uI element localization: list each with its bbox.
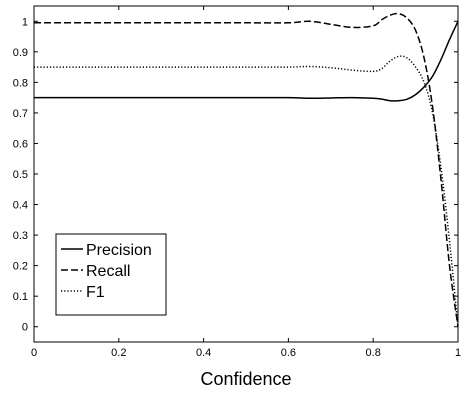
series-line-f1 (33, 55, 459, 327)
y-tick-label: 1 (22, 16, 28, 28)
x-tick-label: 0.8 (366, 347, 381, 359)
x-tick-label: 0.4 (196, 347, 211, 359)
y-tick-label: 0 (22, 322, 28, 334)
y-tick-label: 0.7 (13, 108, 28, 120)
y-tick-label: 0.8 (13, 77, 28, 89)
y-tick-label: 0.1 (13, 291, 28, 303)
series-line-precision (33, 20, 459, 102)
y-tick-label: 0.3 (13, 230, 28, 242)
series-group (33, 12, 459, 327)
x-tick-label: 0 (31, 347, 37, 359)
y-tick-label: 0.4 (13, 200, 28, 212)
legend-box (55, 233, 167, 316)
legend-label-f1: F1 (86, 284, 105, 301)
y-tick-label: 0.9 (13, 47, 28, 59)
legend-label-precision: Precision (86, 242, 152, 259)
y-tick-label: 0.2 (13, 261, 28, 273)
y-tick-label: 0.5 (13, 169, 28, 181)
tick-group: 0 0.2 0.4 0.6 0.8 1 0 0.1 0.2 0.3 0.4 0.5 0.6 0.7 0.8 0… (13, 6, 461, 359)
x-tick-label: 1 (455, 347, 461, 359)
x-tick-label: 0.6 (281, 347, 296, 359)
x-tick-label: 0.2 (111, 347, 126, 359)
y-tick-label: 0.6 (13, 138, 28, 150)
x-axis-label: Confidence (200, 369, 291, 389)
legend-label-recall: Recall (86, 263, 130, 280)
legend: Precision Recall F1 (55, 233, 167, 316)
series-line-recall (34, 12, 459, 327)
